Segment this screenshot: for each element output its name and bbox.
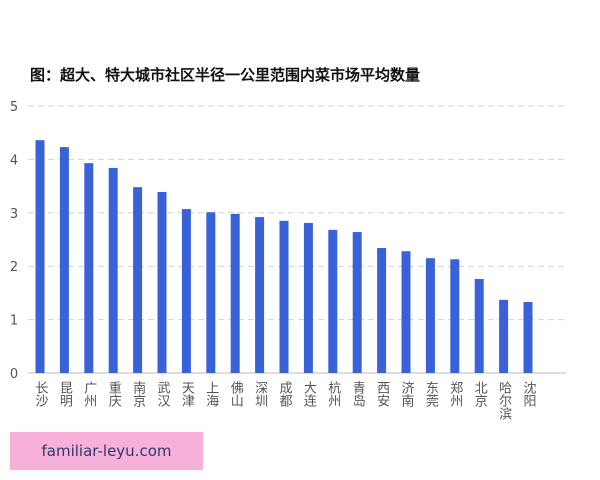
bar xyxy=(279,220,289,373)
chart: 图：超大、特大城市社区半径一公里范围内菜市场平均数量 0 1 2 3 4 5 长沙 昆明 广州重… xyxy=(10,66,566,420)
x-tick-label: 北京 xyxy=(472,381,488,407)
bar xyxy=(352,232,362,373)
watermark: familiar-leyu.com xyxy=(10,432,203,470)
y-tick-label: 2 xyxy=(10,260,18,275)
x-tick-label: 长沙 xyxy=(33,381,49,407)
x-tick-label: 佛山 xyxy=(228,381,244,407)
bar xyxy=(425,258,435,373)
x-tick-label: 昆明 xyxy=(57,381,72,408)
x-tick-label: 杭州 xyxy=(325,381,341,407)
x-tick-label: 广州 xyxy=(81,381,97,407)
x-tick-label: 哈尔滨 xyxy=(496,381,512,420)
x-tick-label: 青岛 xyxy=(350,381,366,407)
bar xyxy=(133,187,143,373)
bar xyxy=(35,140,45,373)
y-tick-label: 5 xyxy=(10,100,18,115)
x-tick-label: 天津 xyxy=(179,381,195,407)
bar xyxy=(328,229,338,373)
bar xyxy=(377,248,387,373)
y-tick-label: 3 xyxy=(10,207,18,222)
bar xyxy=(474,279,484,373)
x-tick-label: 东莞 xyxy=(423,381,439,408)
x-tick-label: 深圳 xyxy=(252,381,268,407)
bar xyxy=(181,209,191,373)
y-tick-label: 1 xyxy=(10,314,18,329)
bar xyxy=(206,212,216,373)
bar xyxy=(523,301,533,373)
x-tick-label: 大连 xyxy=(301,381,317,408)
y-tick-label: 0 xyxy=(10,367,18,382)
bar xyxy=(84,163,94,373)
x-tick-label: 郑州 xyxy=(447,381,463,407)
bar xyxy=(499,299,509,373)
bar xyxy=(255,217,265,373)
x-tick-label: 南京 xyxy=(130,380,146,407)
y-tick-label: 4 xyxy=(10,153,18,168)
bar xyxy=(108,167,118,373)
bar xyxy=(157,191,167,373)
x-tick-label: 武汉 xyxy=(155,381,171,407)
x-tick-label: 上海 xyxy=(203,381,219,407)
x-tick-label: 重庆 xyxy=(106,380,122,407)
bar xyxy=(230,213,240,373)
bar xyxy=(59,147,69,373)
x-tick-label: 沈阳 xyxy=(521,381,537,407)
bar xyxy=(450,259,460,373)
x-tick-label: 济南 xyxy=(399,381,415,407)
x-tick-label: 西安 xyxy=(374,381,390,407)
bar xyxy=(303,222,313,373)
chart-title: 图：超大、特大城市社区半径一公里范围内菜市场平均数量 xyxy=(30,66,420,84)
bar xyxy=(401,251,411,373)
x-tick-label: 成都 xyxy=(277,381,293,407)
